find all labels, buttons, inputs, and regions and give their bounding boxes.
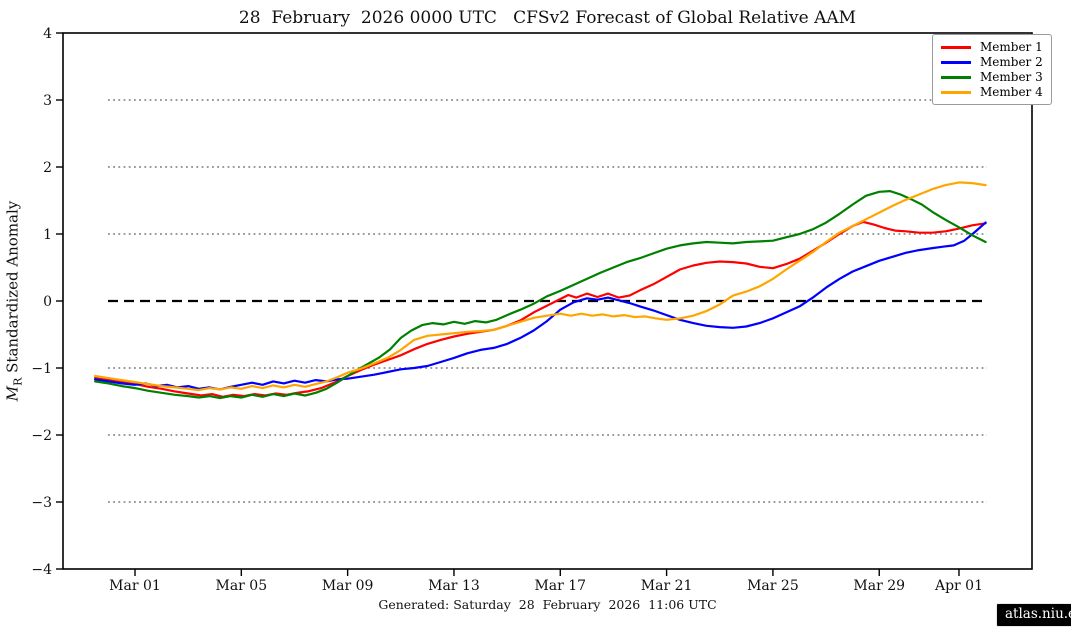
legend-label-member-1: Member 1 (980, 40, 1043, 54)
legend-item-member-4: Member 4 (941, 86, 1043, 99)
x-tick-label-mar-01: Mar 01 (109, 578, 161, 594)
y-tick-label-2: 2 (43, 160, 52, 176)
legend-swatch-member-3 (941, 76, 971, 79)
legend-swatch-member-4 (941, 91, 971, 94)
x-tick-label-mar-05: Mar 05 (215, 578, 267, 594)
chart-title: 28 February 2026 0000 UTC CFSv2 Forecast… (238, 8, 857, 28)
y-tick-label-0: 0 (43, 294, 52, 310)
x-tick-label-apr-01: Apr 01 (934, 578, 983, 594)
series-line-member-4 (93, 181, 987, 392)
x-tick-label-mar-17: Mar 17 (534, 578, 586, 594)
legend-swatch-member-2 (941, 61, 971, 64)
y-tick-label--2: −2 (31, 428, 52, 444)
legend-label-member-2: Member 2 (980, 55, 1043, 69)
y-tick-label-3: 3 (43, 93, 52, 109)
legend-item-member-3: Member 3 (941, 71, 1043, 84)
legend-label-member-4: Member 4 (980, 85, 1043, 99)
x-tick-label-mar-25: Mar 25 (747, 578, 799, 594)
x-tick-label-mar-13: Mar 13 (428, 578, 480, 594)
generated-timestamp: Generated: Saturday 28 February 2026 11:… (378, 597, 717, 612)
y-tick-label--4: −4 (31, 562, 52, 578)
series-line-member-2 (93, 221, 987, 391)
legend: Member 1 Member 2 Member 3 Member 4 (932, 34, 1052, 105)
legend-item-member-1: Member 1 (941, 41, 1043, 54)
x-tick-label-mar-09: Mar 09 (322, 578, 374, 594)
y-tick-label--3: −3 (31, 495, 52, 511)
series-line-member-1 (93, 220, 987, 398)
x-tick-label-mar-29: Mar 29 (853, 578, 905, 594)
legend-label-member-3: Member 3 (980, 70, 1043, 84)
series-line-member-3 (93, 190, 987, 400)
y-tick-label--1: −1 (31, 361, 52, 377)
x-tick-label-mar-21: Mar 21 (641, 578, 693, 594)
y-tick-label-4: 4 (43, 26, 52, 42)
site-badge: atlas.niu.edu (996, 603, 1071, 627)
y-tick-label-1: 1 (43, 227, 52, 243)
legend-swatch-member-1 (941, 46, 971, 49)
legend-item-member-2: Member 2 (941, 56, 1043, 69)
